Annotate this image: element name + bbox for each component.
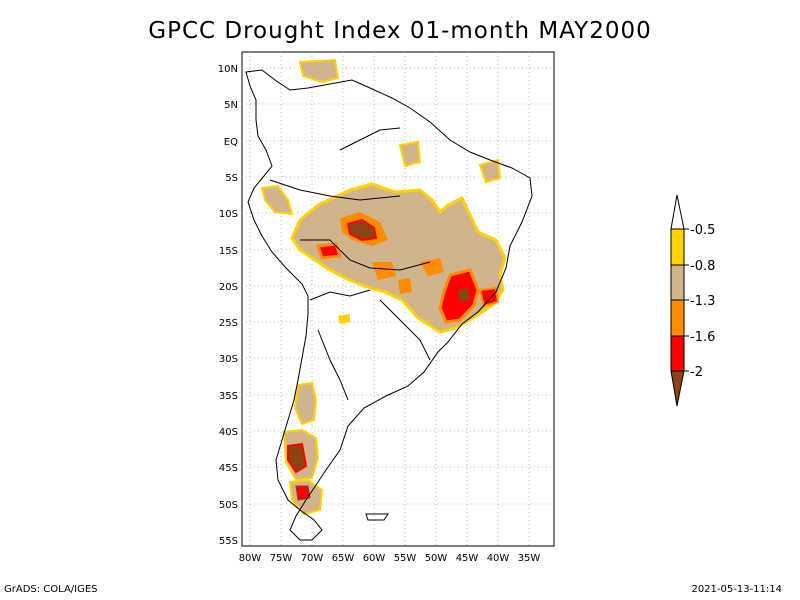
legend-swatch-bottom xyxy=(670,370,685,407)
lat-axis: 10N 5N EQ 5S 10S 15S 20S 25S 30S 35S 40S… xyxy=(218,64,238,547)
lat-tick-label: 5N xyxy=(224,100,238,111)
lat-tick-label: 15S xyxy=(219,246,238,257)
lat-tick-label: 35S xyxy=(219,391,238,402)
footer-timestamp: 2021-05-13-11:14 xyxy=(691,584,782,595)
legend-label: -1.3 xyxy=(690,294,715,309)
lat-tick-label: 55S xyxy=(219,536,238,547)
legend-swatch xyxy=(670,299,685,337)
legend-label: -2 xyxy=(690,365,703,380)
lon-tick-label: 65W xyxy=(332,553,355,564)
lon-tick-label: 50W xyxy=(425,553,448,564)
lat-tick-label: 40S xyxy=(219,427,238,438)
lat-tick-label: 50S xyxy=(219,500,238,511)
lon-tick-label: 35W xyxy=(518,553,541,564)
map-title: GPCC Drought Index 01-month MAY2000 xyxy=(148,18,652,44)
legend-swatch xyxy=(670,335,685,372)
lat-tick-label: 25S xyxy=(219,318,238,329)
legend-label: -0.8 xyxy=(690,259,715,274)
lat-tick-label: 45S xyxy=(219,463,238,474)
legend-swatch xyxy=(670,228,685,266)
lon-tick-label: 40W xyxy=(487,553,510,564)
color-legend: -0.5 -0.8 -1.3 -1.6 -2 xyxy=(670,194,715,407)
legend-swatch-top xyxy=(670,194,685,230)
legend-label: -1.6 xyxy=(690,330,715,345)
legend-swatch xyxy=(670,264,685,301)
lon-tick-label: 70W xyxy=(301,553,324,564)
coastlines xyxy=(245,69,533,541)
drought-shading xyxy=(260,58,507,516)
lon-tick-label: 80W xyxy=(239,553,262,564)
lat-tick-label: 20S xyxy=(219,282,238,293)
lon-tick-label: 60W xyxy=(363,553,386,564)
lat-tick-label: 10S xyxy=(219,209,238,220)
lon-tick-label: 75W xyxy=(270,553,293,564)
lat-tick-label: 10N xyxy=(218,64,238,75)
lat-tick-label: 30S xyxy=(219,354,238,365)
legend-label: -0.5 xyxy=(690,223,715,238)
lon-tick-label: 55W xyxy=(394,553,417,564)
lon-axis: 80W 75W 70W 65W 60W 55W 50W 45W 40W 35W xyxy=(239,553,541,564)
lat-tick-label: EQ xyxy=(224,137,238,148)
footer-credit: GrADS: COLA/IGES xyxy=(4,584,98,595)
lat-tick-label: 5S xyxy=(225,173,238,184)
lon-tick-label: 45W xyxy=(456,553,479,564)
